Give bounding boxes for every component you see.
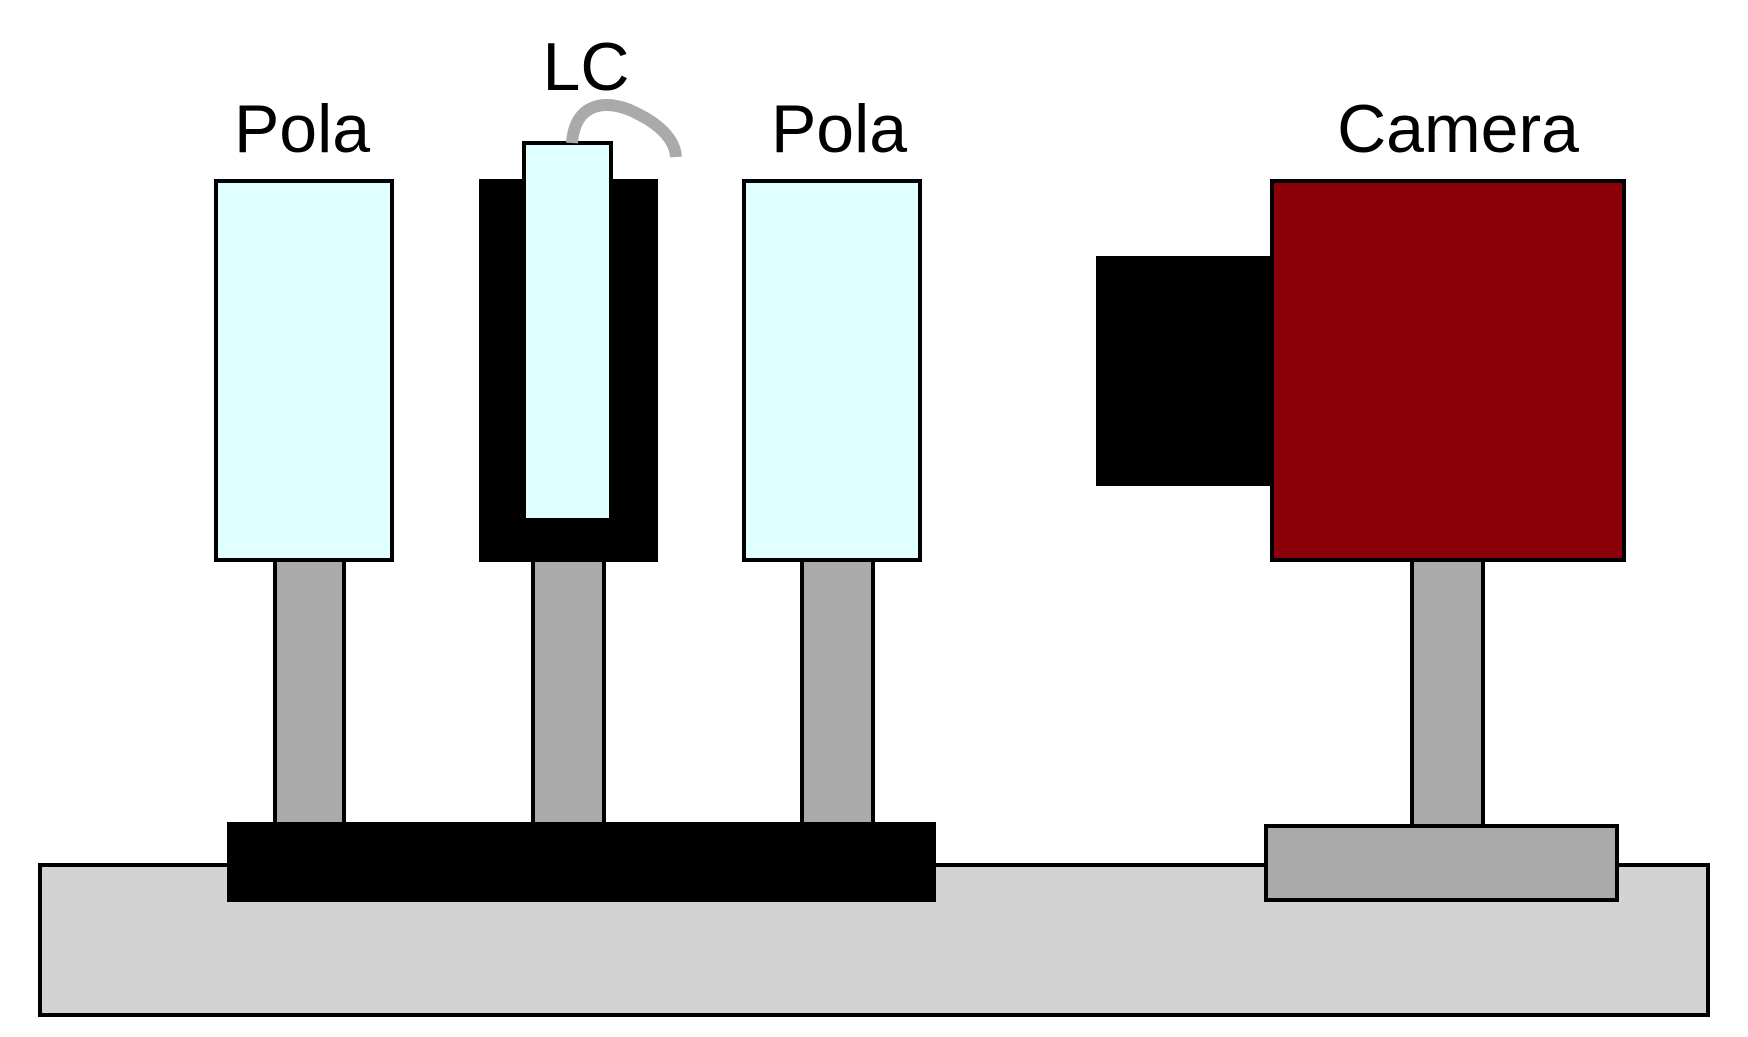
label-camera: Camera	[1337, 91, 1579, 167]
post-camera	[1410, 558, 1485, 828]
camera-base-plate	[1264, 824, 1619, 902]
liquid-crystal-cable	[566, 99, 682, 158]
liquid-crystal-cell	[522, 141, 613, 522]
post-polarizer-right	[800, 558, 875, 826]
polarizer-right	[742, 179, 922, 562]
post-liquid-crystal	[531, 558, 606, 826]
label-liquid-crystal: LC	[543, 29, 630, 105]
label-polarizer-left: Pola	[234, 91, 370, 167]
camera-body	[1270, 179, 1626, 562]
polarizer-left	[214, 179, 394, 562]
camera-lens	[1096, 256, 1274, 486]
label-polarizer-right: Pola	[771, 91, 907, 167]
post-polarizer-left	[273, 558, 346, 826]
optical-rail	[227, 822, 936, 902]
